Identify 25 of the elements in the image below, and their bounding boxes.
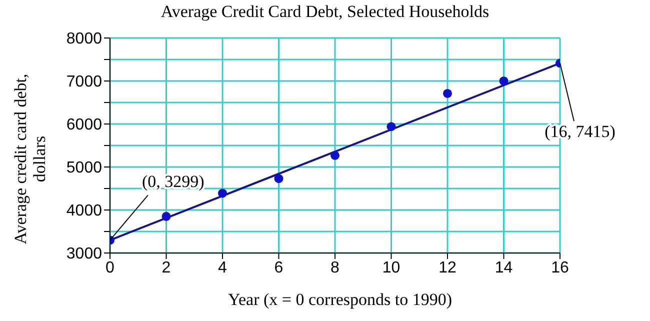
y-tick-label: 3000: [66, 246, 102, 263]
chart-title: Average Credit Card Debt, Selected Households: [160, 2, 490, 22]
point: [162, 212, 171, 221]
point: [274, 174, 284, 184]
x-tick-label: 10: [382, 259, 400, 276]
point: [442, 88, 452, 98]
x-tick-label: 16: [551, 259, 569, 276]
y-tick-label: 4000: [66, 202, 102, 220]
x-tick-label: 0: [106, 259, 115, 276]
point: [330, 150, 340, 160]
x-tick-label: 2: [162, 259, 171, 276]
x-tick-label: 8: [330, 259, 340, 276]
y-tick-label: 8000: [66, 30, 102, 48]
y-tick-label: 6000: [66, 116, 102, 134]
x-tick-label: 4: [218, 259, 228, 276]
y-tick-label: 5000: [66, 160, 102, 177]
point: [386, 122, 396, 132]
y-tick-label: 7000: [66, 74, 102, 91]
x-tick-label: 12: [438, 259, 456, 276]
point: [218, 188, 228, 198]
x-tick-label: 6: [274, 259, 284, 276]
x-axis-title: Year (x = 0 corresponds to 1990): [226, 290, 454, 310]
y-axis-title: Average credit card debt, dollars: [11, 72, 49, 246]
x-tick-label: 14: [494, 259, 513, 276]
point: [499, 76, 508, 86]
